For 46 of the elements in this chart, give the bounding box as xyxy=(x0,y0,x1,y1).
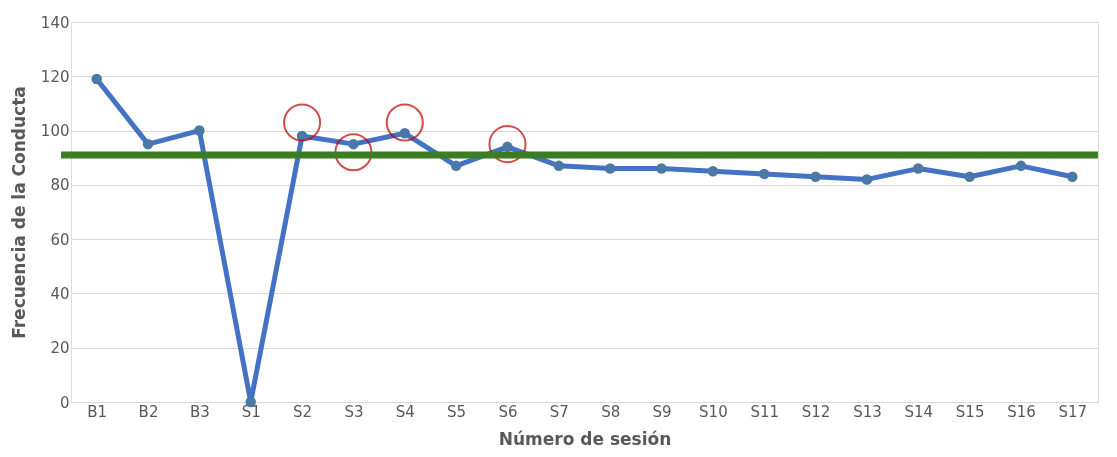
y-axis-title: Frecuencia de la Conducta xyxy=(8,86,29,339)
x-tick-label: S15 xyxy=(955,402,985,421)
x-tick-label: S8 xyxy=(601,402,621,421)
x-tick-label: S5 xyxy=(447,402,467,421)
x-tick-label: S16 xyxy=(1007,402,1036,421)
x-axis-title: Número de sesión xyxy=(498,428,672,449)
y-tick-label: 20 xyxy=(50,339,70,358)
point xyxy=(604,163,616,174)
point xyxy=(194,125,205,136)
x-tick-label: S13 xyxy=(853,402,882,421)
y-tick-label: 100 xyxy=(40,122,70,141)
point xyxy=(810,171,821,182)
point xyxy=(553,160,565,172)
point xyxy=(450,160,462,172)
y-tick-label: 0 xyxy=(59,393,70,412)
y-tick-label: 140 xyxy=(40,13,70,32)
x-tick-label: S6 xyxy=(498,402,518,421)
point xyxy=(399,128,411,139)
x-tick-label: S17 xyxy=(1058,402,1088,421)
x-tick-label: S4 xyxy=(395,402,415,421)
x-tick-label: S7 xyxy=(549,402,569,421)
x-tick-label: S3 xyxy=(344,402,364,421)
x-tick-label: S9 xyxy=(652,402,672,421)
point xyxy=(1015,160,1027,172)
point xyxy=(1067,171,1078,182)
point xyxy=(142,138,154,150)
y-tick-label: 120 xyxy=(40,67,70,86)
point xyxy=(91,73,102,85)
point xyxy=(656,163,667,174)
point xyxy=(964,171,975,182)
x-tick-label: B1 xyxy=(87,402,108,421)
x-tick-label: S12 xyxy=(801,402,831,421)
y-tick-label: 40 xyxy=(50,284,70,303)
x-tick-label: S2 xyxy=(293,402,313,421)
x-tick-label: S14 xyxy=(904,402,934,421)
point xyxy=(861,174,873,185)
x-tick-label: S10 xyxy=(699,402,728,421)
x-tick-label: B2 xyxy=(138,402,159,421)
point xyxy=(913,163,924,174)
point xyxy=(758,168,770,180)
x-tick-label: S11 xyxy=(750,402,780,421)
y-tick-label: 80 xyxy=(50,176,70,195)
y-tick-label: 60 xyxy=(50,230,70,249)
point xyxy=(707,166,719,177)
point xyxy=(348,138,359,150)
x-tick-label: B3 xyxy=(189,402,210,421)
